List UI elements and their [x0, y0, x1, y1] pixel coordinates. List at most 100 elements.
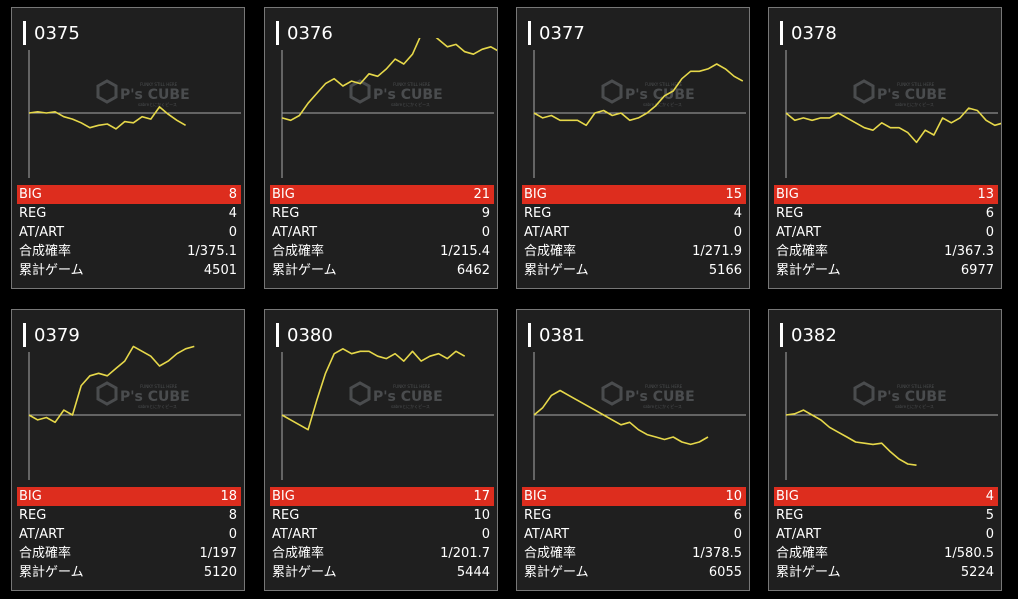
big-row: BIG 17 [270, 487, 494, 506]
reg-count: 10 [473, 508, 490, 523]
watermark-brand: P's CUBE [877, 87, 947, 103]
at-art-label: AT/ART [524, 225, 570, 240]
big-row: BIG 21 [270, 185, 494, 204]
at-art-row: AT/ART 0 [774, 525, 998, 544]
probability-label: 合成確率 [776, 244, 829, 259]
total-games-value: 4501 [203, 263, 237, 278]
total-games-label: 累計ゲーム [524, 263, 589, 278]
machine-card[interactable]: 0376 P's CUBE FUNKY STILL HERE sabreとにかくピー… [264, 7, 498, 289]
slump-graph: P's CUBE FUNKY STILL HERE sabreとにかくピース [12, 340, 244, 485]
total-games-label: 累計ゲーム [776, 565, 841, 580]
watermark-subline: sabreとにかくピース [643, 101, 682, 107]
cube-logo-icon [601, 79, 623, 104]
big-row: BIG 4 [774, 487, 998, 506]
at-art-count: 0 [985, 527, 994, 542]
at-art-label: AT/ART [776, 225, 822, 240]
reg-count: 5 [985, 508, 994, 523]
machine-number: 0377 [539, 23, 585, 44]
big-row: BIG 10 [522, 487, 746, 506]
reg-label: REG [524, 206, 552, 221]
big-row: BIG 13 [774, 185, 998, 204]
at-art-count: 0 [228, 527, 237, 542]
watermark-tagline: FUNKY STILL HERE [393, 384, 431, 389]
probability-row: 合成確率 1/201.7 [270, 544, 494, 563]
watermark-subline: sabreとにかくピース [895, 101, 934, 107]
reg-row: REG 8 [17, 506, 241, 525]
probability-row: 合成確率 1/375.1 [17, 242, 241, 261]
big-label: BIG [776, 489, 799, 504]
probability-value: 1/271.9 [692, 244, 742, 259]
probability-row: 合成確率 1/378.5 [522, 544, 746, 563]
machine-number: 0380 [287, 325, 333, 346]
probability-row: 合成確率 1/271.9 [522, 242, 746, 261]
series-line [281, 38, 497, 122]
total-games-value: 6055 [708, 565, 742, 580]
slump-graph: P's CUBE FUNKY STILL HERE sabreとにかくピース [265, 38, 497, 183]
total-games-value: 5120 [203, 565, 237, 580]
machine-card[interactable]: 0379 P's CUBE FUNKY STILL HERE sabreとにかくピー… [11, 309, 245, 591]
total-games-row: 累計ゲーム 6977 [774, 261, 998, 280]
cube-logo-icon [601, 381, 623, 406]
reg-count: 6 [985, 206, 994, 221]
watermark-brand: P's CUBE [120, 389, 190, 405]
reg-count: 6 [733, 508, 742, 523]
machine-number: 0378 [791, 23, 837, 44]
reg-label: REG [524, 508, 552, 523]
reg-row: REG 4 [17, 204, 241, 223]
slump-graph: P's CUBE FUNKY STILL HERE sabreとにかくピース [517, 38, 749, 183]
slump-graph: P's CUBE FUNKY STILL HERE sabreとにかくピース [769, 340, 1001, 485]
at-art-row: AT/ART 0 [522, 223, 746, 242]
watermark-tagline: FUNKY STILL HERE [140, 384, 178, 389]
stats-table: BIG 4 REG 5 AT/ART 0 合成確率 1/580.5 累計ゲーム 5224 [774, 487, 998, 582]
watermark-tagline: FUNKY STILL HERE [140, 82, 178, 87]
watermark-brand: P's CUBE [120, 87, 190, 103]
total-games-value: 5166 [708, 263, 742, 278]
total-games-label: 累計ゲーム [524, 565, 589, 580]
total-games-row: 累計ゲーム 5224 [774, 563, 998, 582]
title-accent-bar [276, 21, 279, 45]
machine-card[interactable]: 0375 P's CUBE FUNKY STILL HERE sabreとにかくピー… [11, 7, 245, 289]
big-count: 17 [473, 489, 490, 504]
machine-number: 0375 [34, 23, 80, 44]
probability-label: 合成確率 [524, 244, 577, 259]
watermark-brand: P's CUBE [625, 87, 695, 103]
reg-label: REG [19, 508, 47, 523]
total-games-value: 6462 [456, 263, 490, 278]
slump-graph: P's CUBE FUNKY STILL HERE sabreとにかくピース [769, 38, 1001, 183]
reg-row: REG 5 [774, 506, 998, 525]
big-label: BIG [272, 187, 295, 202]
watermark-subline: sabreとにかくピース [391, 101, 430, 107]
at-art-row: AT/ART 0 [17, 223, 241, 242]
series-line [533, 63, 744, 127]
at-art-row: AT/ART 0 [270, 525, 494, 544]
machine-card[interactable]: 0381 P's CUBE FUNKY STILL HERE sabreとにかくピー… [516, 309, 750, 591]
total-games-label: 累計ゲーム [19, 263, 84, 278]
machine-card[interactable]: 0378 P's CUBE FUNKY STILL HERE sabreとにかくピー… [768, 7, 1002, 289]
machine-card[interactable]: 0377 P's CUBE FUNKY STILL HERE sabreとにかくピー… [516, 7, 750, 289]
reg-row: REG 6 [522, 506, 746, 525]
at-art-count: 0 [733, 225, 742, 240]
at-art-label: AT/ART [272, 225, 318, 240]
total-games-value: 5224 [960, 565, 994, 580]
machine-card[interactable]: 0380 P's CUBE FUNKY STILL HERE sabreとにかくピー… [264, 309, 498, 591]
probability-row: 合成確率 1/367.3 [774, 242, 998, 261]
probability-label: 合成確率 [272, 546, 325, 561]
watermark-tagline: FUNKY STILL HERE [897, 384, 935, 389]
watermark-brand: P's CUBE [373, 389, 443, 405]
watermark-subline: sabreとにかくピース [138, 101, 177, 107]
title-accent-bar [23, 323, 26, 347]
big-count: 8 [228, 187, 237, 202]
machine-card[interactable]: 0382 P's CUBE FUNKY STILL HERE sabreとにかくピー… [768, 309, 1002, 591]
big-row: BIG 8 [17, 185, 241, 204]
big-row: BIG 18 [17, 487, 241, 506]
